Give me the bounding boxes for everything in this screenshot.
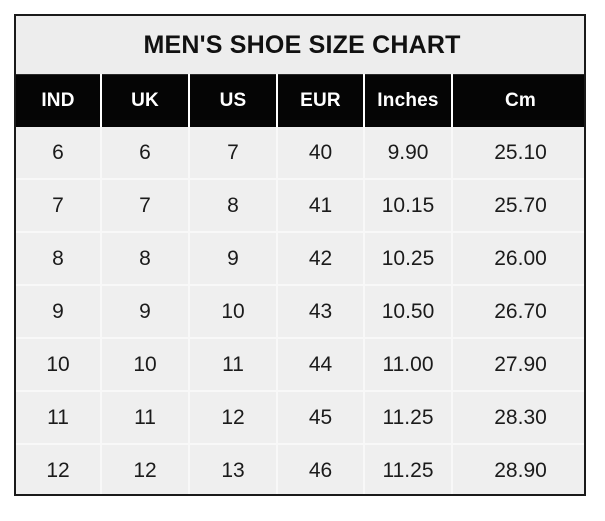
cell-us: 8 bbox=[189, 178, 278, 232]
cell-us: 13 bbox=[189, 443, 278, 494]
cell-eur: 46 bbox=[277, 443, 365, 494]
cell-eur: 43 bbox=[277, 284, 365, 338]
cell-us: 9 bbox=[189, 231, 278, 285]
cell-eur: 42 bbox=[277, 231, 365, 285]
cell-uk: 12 bbox=[101, 443, 190, 494]
table-head: MEN'S SHOE SIZE CHART IND UK US EUR Inch… bbox=[16, 16, 584, 127]
cell-ind: 7 bbox=[16, 178, 102, 232]
column-header-uk: UK bbox=[101, 74, 190, 127]
cell-inches: 10.15 bbox=[364, 178, 453, 232]
column-header-ind: IND bbox=[16, 74, 102, 127]
cell-cm: 26.00 bbox=[452, 231, 584, 285]
cell-inches: 11.00 bbox=[364, 337, 453, 391]
cell-cm: 26.70 bbox=[452, 284, 584, 338]
cell-uk: 11 bbox=[101, 390, 190, 444]
cell-us: 11 bbox=[189, 337, 278, 391]
cell-inches: 11.25 bbox=[364, 443, 453, 494]
cell-ind: 10 bbox=[16, 337, 102, 391]
table-row: 6 6 7 40 9.90 25.10 bbox=[16, 127, 584, 179]
cell-eur: 40 bbox=[277, 127, 365, 179]
cell-ind: 12 bbox=[16, 443, 102, 494]
chart-title: MEN'S SHOE SIZE CHART bbox=[16, 16, 584, 75]
table-row: 9 9 10 43 10.50 26.70 bbox=[16, 284, 584, 338]
column-header-row: IND UK US EUR Inches Cm bbox=[16, 74, 584, 127]
column-header-cm: Cm bbox=[452, 74, 584, 127]
cell-uk: 10 bbox=[101, 337, 190, 391]
cell-uk: 8 bbox=[101, 231, 190, 285]
cell-us: 7 bbox=[189, 127, 278, 179]
table-row: 12 12 13 46 11.25 28.90 bbox=[16, 443, 584, 494]
cell-ind: 6 bbox=[16, 127, 102, 179]
cell-ind: 9 bbox=[16, 284, 102, 338]
cell-us: 10 bbox=[189, 284, 278, 338]
table-row: 8 8 9 42 10.25 26.00 bbox=[16, 231, 584, 285]
cell-eur: 45 bbox=[277, 390, 365, 444]
column-header-inches: Inches bbox=[364, 74, 453, 127]
cell-cm: 28.90 bbox=[452, 443, 584, 494]
cell-inches: 11.25 bbox=[364, 390, 453, 444]
cell-inches: 9.90 bbox=[364, 127, 453, 179]
table-row: 7 7 8 41 10.15 25.70 bbox=[16, 178, 584, 232]
cell-uk: 9 bbox=[101, 284, 190, 338]
cell-us: 12 bbox=[189, 390, 278, 444]
cell-uk: 6 bbox=[101, 127, 190, 179]
cell-uk: 7 bbox=[101, 178, 190, 232]
shoe-size-table: MEN'S SHOE SIZE CHART IND UK US EUR Inch… bbox=[16, 16, 584, 494]
table-row: 11 11 12 45 11.25 28.30 bbox=[16, 390, 584, 444]
cell-eur: 44 bbox=[277, 337, 365, 391]
size-chart-container: MEN'S SHOE SIZE CHART IND UK US EUR Inch… bbox=[14, 14, 586, 496]
column-header-eur: EUR bbox=[277, 74, 365, 127]
cell-ind: 8 bbox=[16, 231, 102, 285]
title-row: MEN'S SHOE SIZE CHART bbox=[16, 16, 584, 75]
cell-inches: 10.25 bbox=[364, 231, 453, 285]
cell-ind: 11 bbox=[16, 390, 102, 444]
cell-cm: 25.70 bbox=[452, 178, 584, 232]
cell-inches: 10.50 bbox=[364, 284, 453, 338]
column-header-us: US bbox=[189, 74, 278, 127]
cell-cm: 25.10 bbox=[452, 127, 584, 179]
table-row: 10 10 11 44 11.00 27.90 bbox=[16, 337, 584, 391]
cell-eur: 41 bbox=[277, 178, 365, 232]
table-body: 6 6 7 40 9.90 25.10 7 7 8 41 10.15 25.70… bbox=[16, 127, 584, 494]
cell-cm: 28.30 bbox=[452, 390, 584, 444]
cell-cm: 27.90 bbox=[452, 337, 584, 391]
